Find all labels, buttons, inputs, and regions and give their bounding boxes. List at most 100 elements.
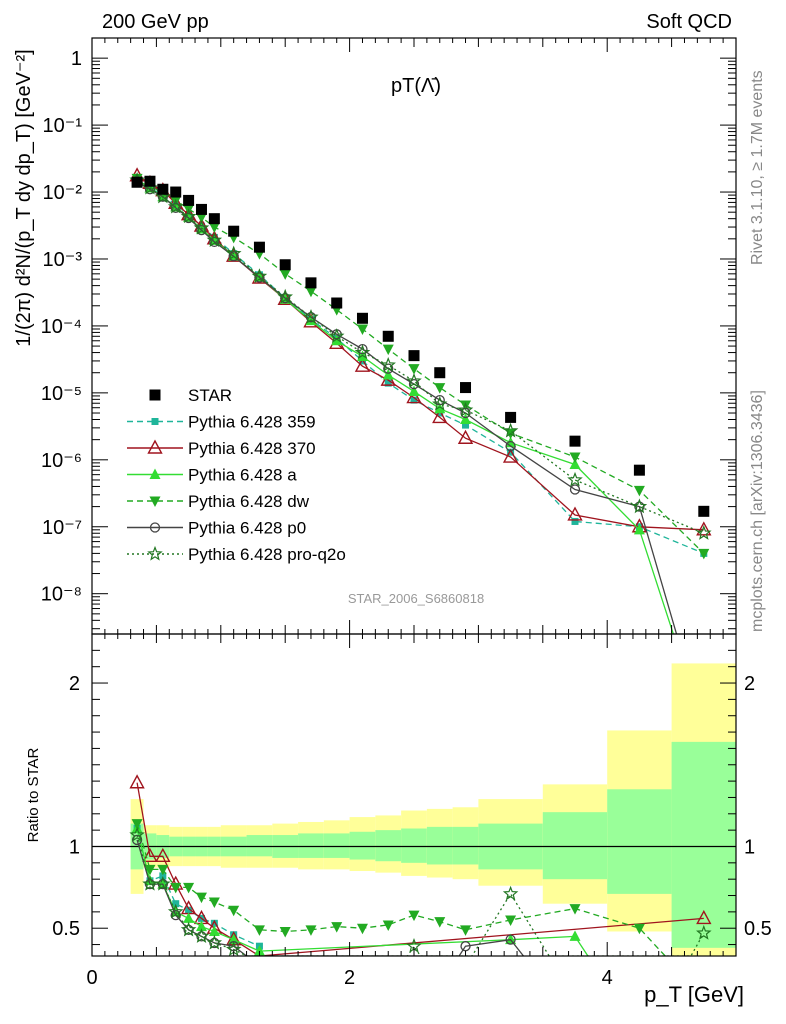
legend-entry-pp0: Pythia 6.428 p0 (127, 519, 306, 538)
ratio-point-p370-9 (696, 909, 712, 925)
ratio-point-pdw-4 (183, 882, 195, 894)
legend-label-star: STAR (188, 386, 232, 405)
legend-marker-pdw (149, 496, 161, 507)
ratio-point-pdw-15 (434, 917, 446, 928)
legend-marker-star (149, 389, 161, 401)
ratio-point-pdw-6 (208, 897, 220, 909)
ratio-point-p359-2 (159, 872, 167, 880)
ratio-ylabel: Ratio to STAR (25, 747, 42, 842)
ratio-point-pdw-10 (305, 925, 317, 936)
main-point-pq2o-19 (631, 498, 648, 514)
y-tick-label: 10⁻² (43, 182, 83, 204)
ratio-point-p359-4 (185, 906, 193, 914)
main-point-star-20 (698, 505, 710, 517)
main-point-star-3 (170, 186, 182, 198)
y-tick-label: 10⁻⁶ (41, 450, 82, 472)
y-tick-label: 10⁻³ (43, 249, 83, 271)
main-point-star-17 (505, 411, 517, 423)
ratio-point-pq2o-6 (206, 934, 223, 950)
main-point-p359-13 (384, 379, 392, 387)
y-tick-label: 10⁻⁴ (41, 316, 82, 338)
legend-entry-pq2o: Pythia 6.428 pro-q2o (127, 545, 346, 564)
main-point-star-4 (183, 194, 195, 206)
green-band-16 (452, 826, 479, 865)
legend-label-p370: Pythia 6.428 370 (188, 439, 316, 458)
ratio-y-tick-label: 0.5 (52, 918, 80, 940)
main-point-star-5 (195, 203, 207, 215)
main-point-pdw-19 (633, 485, 645, 497)
main-point-pp0-3 (170, 202, 181, 214)
main-point-star-18 (569, 435, 581, 447)
main-point-p370-14 (406, 389, 422, 404)
main-point-pa-13 (382, 368, 394, 380)
main-point-pq2o-20 (696, 524, 712, 540)
ratio-point-pp0-10 (460, 941, 471, 952)
main-point-pq2o-15 (432, 395, 448, 411)
main-point-star-14 (408, 350, 420, 362)
main-point-star-12 (356, 312, 368, 324)
main-point-pp0-7 (228, 251, 239, 262)
plot-title: pT(Λ̄) (391, 75, 441, 97)
main-point-pa-14 (408, 385, 420, 396)
ratio-y-tick-label-right: 1 (744, 836, 755, 858)
ratio-point-pq2o-2 (155, 875, 171, 891)
main-point-pq2o-5 (193, 219, 210, 235)
ratio-point-pa-6 (208, 925, 220, 936)
ratio-point-pa-8 (253, 945, 265, 956)
green-band-8 (246, 835, 273, 857)
mcplots-text: mcplots.cern.ch [arXiv:1306.3436] (749, 390, 766, 632)
legend-label-pa: Pythia 6.428 a (188, 466, 297, 485)
ratio-point-pdw-11 (331, 922, 343, 933)
ratio-point-pdw-13 (382, 920, 394, 931)
ratio-point-pq2o-1 (142, 875, 158, 891)
y-tick-label: 1 (71, 48, 82, 70)
main-point-pq2o-10 (303, 309, 319, 324)
main-point-pq2o-9 (277, 288, 293, 304)
main-point-p359-18 (571, 517, 579, 525)
green-band-18 (542, 812, 608, 880)
ratio-point-pdw-5 (195, 892, 207, 904)
ratio-y-tick-label-right: 0.5 (744, 918, 772, 940)
main-point-pp0-4 (183, 212, 194, 224)
ratio-point-pa-9 (505, 933, 517, 945)
green-band-15 (426, 826, 453, 865)
y-tick-label: 10⁻⁵ (41, 383, 82, 405)
legend-entry-p359: Pythia 6.428 359 (127, 413, 316, 432)
green-band-11 (323, 833, 350, 858)
main-point-pdw-20 (698, 548, 710, 560)
ratio-point-pdw-14 (408, 910, 420, 922)
ratio-y-tick-label-right: 2 (744, 673, 755, 695)
legend-marker-pq2o (147, 545, 163, 561)
legend-entry-pdw: Pythia 6.428 dw (127, 492, 310, 511)
legend-marker-p370 (147, 439, 163, 454)
main-point-p370-20 (696, 521, 712, 536)
main-point-pq2o-14 (406, 372, 422, 388)
main-line-pq2o (136, 179, 705, 534)
legend-label-pdw: Pythia 6.428 dw (188, 492, 310, 511)
legend-label-pq2o: Pythia 6.428 pro-q2o (188, 545, 346, 564)
main-point-pdw-18 (569, 452, 581, 464)
main-point-star-9 (279, 259, 291, 271)
main-point-p359-14 (410, 396, 418, 404)
ratio-point-p359-6 (210, 919, 218, 927)
main-point-pp0-5 (196, 224, 207, 236)
main-point-pdw-5 (195, 212, 207, 224)
ratio-point-pdw-16 (460, 925, 472, 936)
main-point-pa-15 (434, 402, 446, 414)
main-point-pq2o-17 (502, 422, 519, 438)
main-point-pdw-16 (460, 400, 472, 411)
ratio-point-pdw-3 (170, 882, 182, 894)
main-point-p370-16 (457, 429, 474, 444)
main-point-p370-12 (354, 357, 371, 372)
analysis-watermark: STAR_2006_S6860818 (348, 591, 484, 606)
ratio-point-pa-5 (195, 920, 207, 932)
plot-axes: 0 2 4 10⁻⁸ 10⁻⁷ 10⁻⁶ 10⁻⁵ 10⁻⁴ 10⁻³ 10⁻² 10⁻¹ 1 0.5 0… (41, 37, 772, 989)
main-point-pp0-6 (209, 236, 220, 248)
main-point-p359-17 (507, 448, 515, 456)
y-tick-label: 10⁻¹ (43, 115, 83, 137)
ratio-series-pdw (131, 819, 666, 956)
main-point-star-16 (460, 382, 472, 394)
main-point-star-15 (434, 367, 446, 379)
main-point-p370-18 (567, 506, 583, 521)
